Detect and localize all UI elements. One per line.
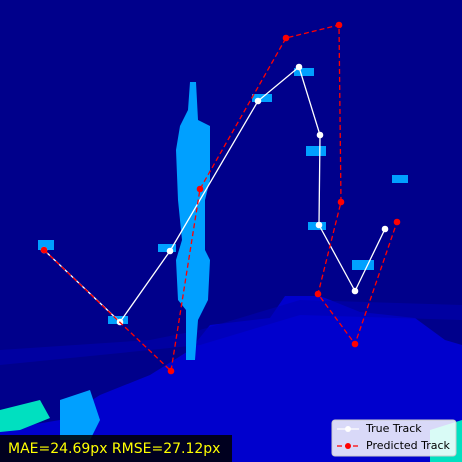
legend-marker: [345, 443, 351, 449]
legend-label: Predicted Track: [366, 439, 451, 452]
legend-marker: [345, 426, 351, 432]
track-point: [335, 21, 343, 29]
track-point: [314, 290, 322, 298]
track-point: [351, 340, 359, 348]
track-point: [315, 221, 323, 229]
tracks: [40, 21, 401, 375]
track-point: [337, 198, 345, 206]
track-point: [282, 34, 290, 42]
track-point: [393, 218, 401, 226]
track-point: [295, 63, 303, 71]
track-point: [381, 225, 389, 233]
track-point: [40, 246, 48, 254]
annotation-box: MAE=24.69px RMSE=27.12px: [0, 435, 232, 462]
track-point: [351, 287, 359, 295]
legend-box: [331, 419, 457, 457]
annotation: MAE=24.69px RMSE=27.12px: [8, 441, 220, 457]
track-point: [254, 97, 262, 105]
legend: True Track Predicted Track: [331, 419, 457, 457]
track-point: [316, 131, 324, 139]
track-point: [167, 367, 175, 375]
track-point: [196, 185, 204, 193]
legend-label: True Track: [365, 422, 422, 435]
track-point: [166, 247, 174, 255]
